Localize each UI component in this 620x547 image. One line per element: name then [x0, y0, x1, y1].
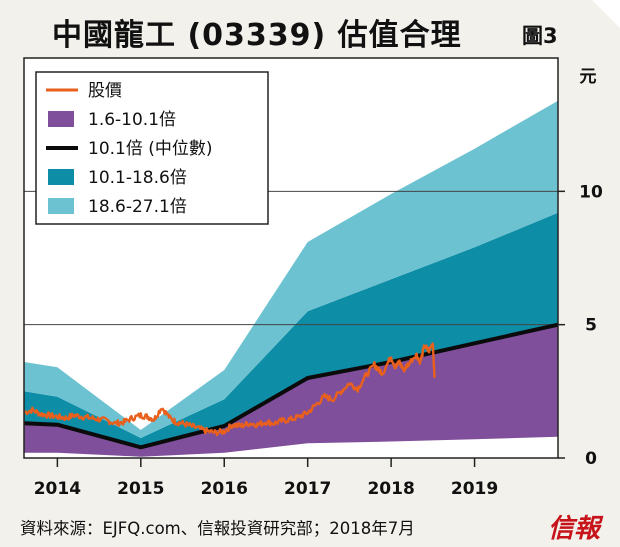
chart-title: 中國龍工 (03339) 估值合理 [52, 18, 462, 53]
price-line [23, 342, 436, 437]
x-tick-label: 2015 [117, 479, 164, 499]
figure-label: 圖3 [522, 24, 558, 48]
legend-label-band_mid: 10.1-18.6倍 [88, 168, 187, 188]
x-tick-label: 2019 [451, 479, 498, 499]
source-note: 資料來源：EJFQ.com、信報投資研究部；2018年7月 [20, 519, 415, 538]
legend-swatch-band_high [48, 198, 74, 214]
band-low-area [24, 324, 558, 457]
legend-label-band_high: 18.6-27.1倍 [88, 197, 187, 217]
legend: 股價 1.6-10.1倍 10.1倍 (中位數) 10.1-18.6倍 18.6-27.… [35, 71, 269, 225]
y-tick-label: 5 [585, 316, 597, 336]
y-tick-label: 0 [585, 449, 597, 469]
legend-label-median: 10.1倍 (中位數) [88, 139, 213, 159]
legend-swatch-band_mid [48, 169, 74, 185]
page-corner-fold [592, 0, 620, 28]
y-tick-label: 10 [579, 182, 603, 202]
x-tick-label: 2018 [367, 479, 414, 499]
x-tick-label: 2014 [34, 479, 81, 499]
axes: 0 5 10 元 2014 2015 2016 2017 2018 2019 [23, 57, 603, 499]
publisher-logo: 信報 [548, 514, 601, 544]
legend-label-price: 股價 [88, 81, 122, 101]
y-axis-unit-label: 元 [580, 67, 597, 87]
median-line [23, 322, 559, 450]
legend-swatch-band_low [48, 111, 74, 127]
band-mid-area [24, 212, 558, 448]
x-tick-label: 2017 [284, 479, 331, 499]
legend-label-band_low: 1.6-10.1倍 [88, 110, 176, 130]
plot-area [23, 58, 559, 458]
band-high-area [24, 100, 558, 438]
chart-title-block: 中國龍工 (03339) 估值合理 圖3 [0, 4, 620, 54]
plot-frame [23, 57, 559, 459]
x-tick-label: 2016 [201, 479, 248, 499]
